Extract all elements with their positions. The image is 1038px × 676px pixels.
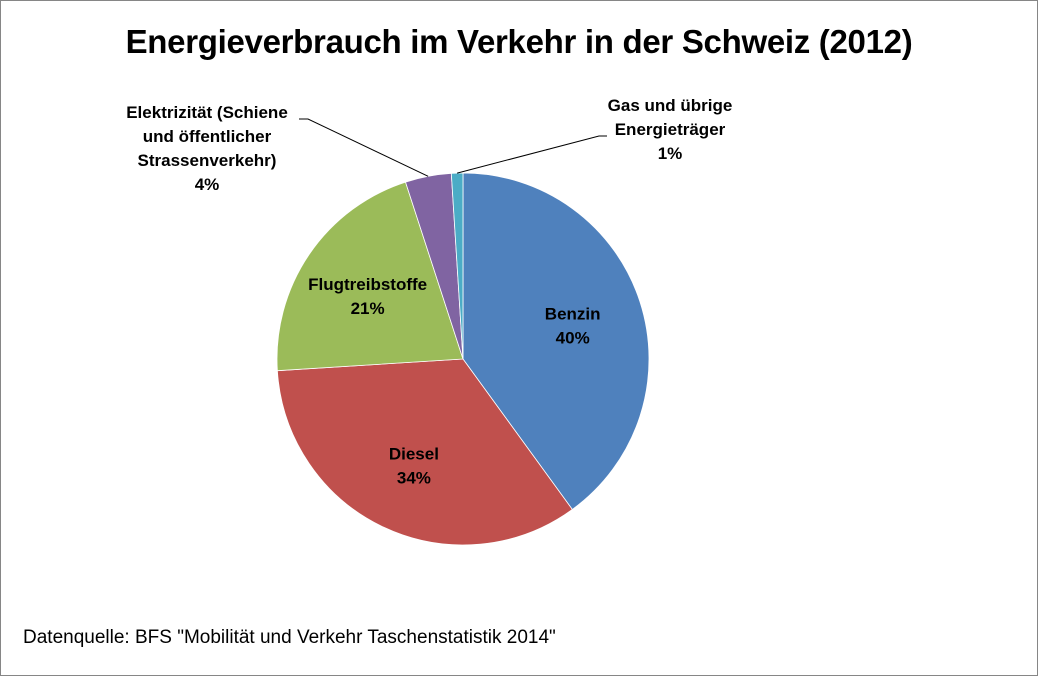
data-source-note: Datenquelle: BFS "Mobilität und Verkehr … (23, 627, 556, 648)
pie-slice-benzin (462, 172, 650, 511)
data-label-benzin: Benzin 40% (545, 304, 601, 347)
pie-slice-flugtreibstoffe (276, 181, 464, 372)
pie-slice-diesel (276, 358, 573, 546)
data-label-gas-und-brige-energietr-ger: Gas und übrige Energieträger 1% (608, 96, 733, 163)
leader-line-elektrizit-t-schiene-und-ffentlicher-strassenverkehr (299, 118, 429, 177)
data-label-diesel: Diesel 34% (389, 444, 439, 487)
data-label-flugtreibstoffe: Flugtreibstoffe 21% (308, 275, 427, 318)
leader-line-gas-und-brige-energietr-ger (457, 135, 607, 174)
chart-title: Energieverbrauch im Verkehr in der Schwe… (125, 23, 913, 60)
data-label-elektrizit-t-schiene-und-ffentlicher-strassenverkehr: Elektrizität (Schiene und öffentlicher Str… (126, 103, 288, 194)
